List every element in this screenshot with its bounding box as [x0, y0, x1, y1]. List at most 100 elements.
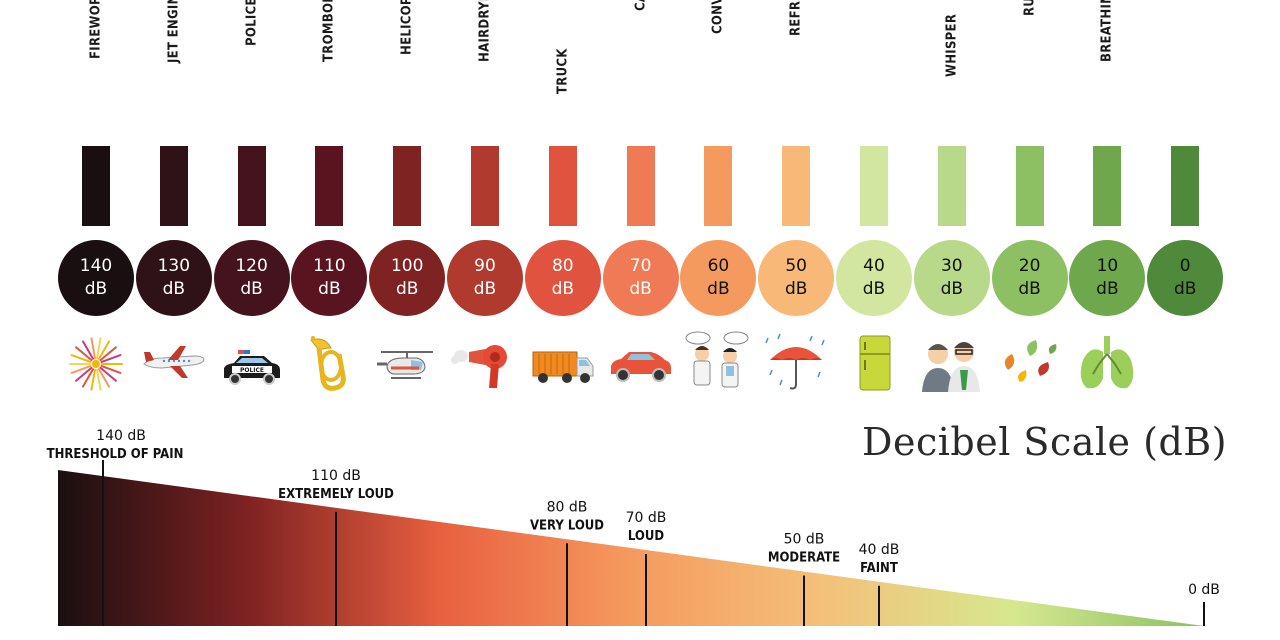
db-unit: dB: [318, 279, 341, 299]
source-column: CAR, CITY TRAFFIC 70 dB: [602, 0, 680, 400]
fireworks-icon: [62, 330, 130, 396]
db-unit: dB: [1018, 279, 1041, 299]
db-circle: 60 dB: [680, 240, 757, 316]
source-column: POLICE SIREN 120 dB POLICE: [213, 0, 291, 400]
leaves-icon: [996, 330, 1064, 396]
db-circle: 80 dB: [524, 240, 601, 316]
source-label: FIREWORKS: [88, 0, 104, 59]
db-value: 30: [940, 256, 963, 276]
source-label: TRUCK: [555, 48, 571, 95]
decibel-scale-wedge: 140 dB THRESHOLD OF PAIN 110 dB EXTREMELY L…: [47, 428, 1220, 626]
db-value: 50: [785, 256, 807, 276]
db-circle: 40 dB: [836, 240, 912, 316]
db-unit: dB: [473, 279, 497, 299]
db-circle: 100 dB: [369, 240, 446, 316]
color-bar: [782, 146, 811, 226]
whisper-icon: [918, 330, 986, 396]
db-circle: 90 dB: [447, 240, 523, 316]
marker-name: EXTREMELY LOUD: [278, 487, 394, 502]
source-column: FIREWORKS 140 dB: [57, 0, 135, 400]
source-label: POLICE SIREN: [244, 0, 259, 46]
db-unit: dB: [784, 279, 808, 299]
db-circle: 0 dB: [1147, 240, 1224, 316]
source-column: BREATHING 10 dB: [1068, 0, 1146, 400]
marker-name: MODERATE: [768, 551, 840, 566]
source-column: 0 dB: [1146, 0, 1224, 400]
source-column: MODERATE RAINFALL40dB: [835, 0, 913, 400]
color-bar: [937, 146, 966, 226]
db-unit: dB: [240, 279, 263, 299]
police-car-icon: POLICE: [218, 330, 286, 396]
db-unit: dB: [84, 279, 108, 299]
db-unit: dB: [395, 279, 419, 299]
db-unit: dB: [629, 279, 652, 299]
db-value: 0: [1179, 256, 1191, 276]
db-value: 10: [1096, 256, 1119, 276]
db-unit: dB: [162, 279, 186, 299]
color-bar: [315, 146, 344, 226]
db-unit: dB: [862, 279, 886, 299]
tuba-icon: [295, 330, 363, 396]
db-value: 100: [390, 256, 424, 276]
db-value: 110: [313, 256, 346, 276]
color-bar: [159, 146, 188, 226]
marker-name: FAINT: [860, 561, 898, 576]
color-bar: [860, 146, 888, 226]
color-bar: [82, 146, 110, 226]
source-column: RUSTLING LEAVES 20 dB: [991, 0, 1069, 400]
source-column: TROMBONE 110 dB: [290, 0, 368, 400]
source-label: BREATHING: [1099, 0, 1115, 62]
color-bar: [1171, 146, 1200, 226]
marker-value: 140 dB: [96, 428, 146, 444]
db-circle: 70 dB: [602, 240, 679, 316]
db-value: 40: [863, 256, 885, 276]
source-column: JET ENGINE 130 dB: [135, 0, 213, 400]
color-bar: [237, 146, 266, 226]
db-circle: 120 dB: [213, 240, 290, 316]
refrigerator-icon: [840, 330, 908, 396]
marker-name: THRESHOLD OF PAIN: [47, 447, 184, 462]
db-circle: 110 dB: [291, 240, 368, 316]
color-bar: [471, 146, 499, 226]
marker-value: 110 dB: [311, 468, 361, 484]
color-bar: [704, 146, 733, 226]
db-unit: dB: [551, 279, 575, 299]
color-bar: [393, 146, 422, 226]
airplane-icon: [140, 330, 208, 396]
marker-value: 0 dB: [1188, 582, 1220, 598]
source-label: HAIRDRYER: [477, 0, 493, 62]
db-unit: dB: [1173, 279, 1197, 299]
source-column: REFRIGERATOR 50 dB: [757, 0, 835, 400]
db-value: 80: [551, 256, 574, 276]
db-value: 120: [235, 256, 268, 276]
source-column: HAIRDRYER 90 dB: [446, 0, 524, 400]
color-bar: [1015, 146, 1044, 226]
source-label: HELICOPTER: [399, 0, 415, 56]
source-column: HELICOPTER 100 dB: [368, 0, 446, 400]
lungs-icon: [1073, 330, 1141, 396]
db-unit: dB: [940, 279, 964, 299]
source-label: REFRIGERATOR: [789, 0, 804, 36]
marker-value: 80 dB: [547, 499, 588, 515]
source-column: TRUCK 80 dB: [524, 0, 602, 400]
source-label: CAR, CITY TRAFFIC: [633, 0, 648, 11]
db-value: 20: [1018, 256, 1041, 276]
wedge-gradient: [58, 470, 1204, 626]
db-unit: dB: [707, 279, 730, 299]
umbrella-rain-icon: [762, 330, 830, 396]
db-value: 140: [79, 256, 113, 276]
marker-value: 40 dB: [859, 542, 900, 558]
db-value: 90: [474, 256, 496, 276]
conversation-icon: [684, 330, 752, 396]
source-column: WHISPER 30 dB: [913, 0, 991, 400]
db-circle: 10 dB: [1069, 240, 1146, 316]
hairdryer-icon: [451, 330, 519, 396]
db-circle: 140 dB: [58, 240, 134, 316]
source-label: CONVERSATION: [711, 0, 726, 34]
car-icon: [607, 330, 675, 396]
color-bar: [1093, 146, 1122, 226]
helicopter-icon: [373, 330, 441, 396]
db-unit: dB: [1096, 279, 1119, 299]
db-value: 70: [629, 256, 652, 276]
